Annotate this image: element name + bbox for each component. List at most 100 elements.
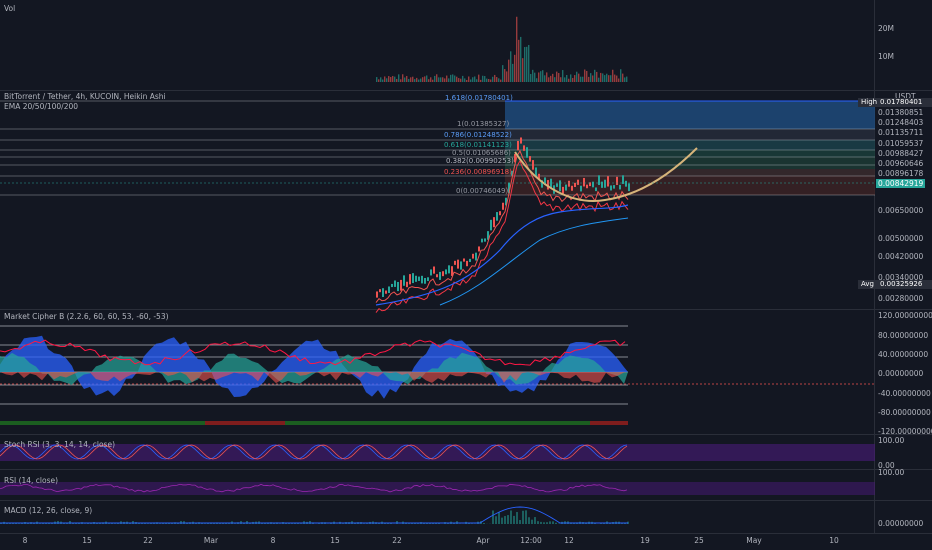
volume-bar (582, 76, 584, 82)
macd-histogram-bar (165, 523, 167, 524)
macd-histogram-bar (432, 523, 434, 524)
macd-histogram-bar (12, 523, 14, 524)
time-axis-tick: 22 (392, 536, 402, 545)
macd-histogram-bar (285, 522, 287, 524)
macd-histogram-bar (297, 523, 299, 524)
fib-level-label: 0.5(0.01065686) (452, 149, 511, 157)
volume-bar (442, 77, 444, 82)
volume-bar (434, 75, 436, 82)
volume-bar (580, 76, 582, 82)
time-axis-tick: 8 (270, 536, 276, 545)
macd-histogram-bar (246, 521, 248, 524)
price-candle (616, 176, 618, 185)
mc-bar (205, 421, 285, 425)
price-candle (511, 170, 513, 176)
volume-bar (398, 74, 400, 82)
pane-separator[interactable] (0, 500, 932, 501)
price-candle (400, 279, 402, 291)
mc-axis-label: 120.00000000 (878, 311, 932, 320)
pane-separator[interactable] (0, 434, 932, 435)
volume-bar (424, 76, 426, 82)
fib-zone (505, 140, 875, 150)
time-axis-tick: 8 (22, 536, 28, 545)
time-axis-separator (0, 533, 932, 534)
time-axis-tick: Mar (203, 536, 219, 545)
price-candle (445, 269, 447, 275)
fib-zone (505, 169, 875, 176)
price-candle (379, 289, 381, 293)
symbol-title[interactable]: BitTorrent / Tether, 4h, KUCOIN, Heikin … (4, 92, 166, 101)
price-candle (556, 183, 558, 187)
volume-bar (504, 69, 506, 82)
volume-bar (492, 76, 494, 82)
time-axis-tick: 12:00 (520, 536, 542, 545)
macd-histogram-bar (195, 523, 197, 524)
volume-bar (376, 77, 378, 82)
macd-histogram-bar (453, 522, 455, 524)
volume-bar (560, 77, 562, 82)
price-candle (526, 147, 528, 158)
volume-bar (534, 72, 536, 82)
volume-bar (488, 78, 490, 82)
price-candle (466, 260, 468, 267)
macd-histogram-bar (624, 523, 626, 524)
volume-bar (472, 77, 474, 82)
volume-bar (512, 63, 514, 82)
macd-histogram-bar (447, 523, 449, 524)
price-candle (568, 180, 570, 187)
volume-bar (624, 77, 626, 82)
price-axis-label: 0.00420000 (878, 252, 924, 261)
volume-bar (456, 76, 458, 82)
stoch-rsi-title[interactable]: Stoch RSI (3, 3, 14, 14, close) (4, 440, 115, 449)
volume-bar (568, 78, 570, 82)
volume-axis-label: 20M (878, 24, 895, 33)
volume-bar (474, 76, 476, 82)
macd-histogram-bar (9, 523, 11, 524)
volume-bar (536, 78, 538, 82)
price-candle (550, 178, 552, 189)
volume-bar (498, 78, 500, 82)
price-candle (544, 177, 546, 185)
pane-separator[interactable] (0, 309, 932, 310)
volume-bar (478, 74, 480, 82)
volume-bar (490, 79, 492, 82)
volume-bar (604, 75, 606, 82)
macd-title[interactable]: MACD (12, 26, close, 9) (4, 506, 93, 515)
price-axis-label: 0.00650000 (878, 206, 924, 215)
price-candle (421, 275, 423, 284)
pane-separator[interactable] (0, 90, 932, 91)
price-candle (499, 211, 501, 216)
volume-bar (416, 77, 418, 82)
volume-bar (556, 71, 558, 82)
price-candle (424, 278, 426, 284)
macd-histogram-bar (495, 516, 497, 524)
macd-histogram-bar (483, 523, 485, 524)
ema-indicator-title[interactable]: EMA 20/50/100/200 (4, 102, 79, 111)
rsi-title[interactable]: RSI (14, close) (4, 476, 59, 485)
macd-histogram-bar (549, 521, 551, 524)
macd-histogram-bar (78, 522, 80, 524)
volume-bar (528, 44, 530, 82)
volume-bar (542, 70, 544, 82)
macd-histogram-bar (63, 522, 65, 524)
volume-bar (518, 39, 520, 82)
price-candle (406, 281, 408, 288)
market-cipher-title[interactable]: Market Cipher B (2.2.6, 60, 60, 53, -60,… (4, 312, 169, 321)
volume-bar (570, 74, 572, 82)
volume-bar (608, 75, 610, 82)
price-candle (565, 184, 567, 191)
pane-separator[interactable] (0, 469, 932, 470)
price-candle (577, 179, 579, 185)
price-candle (433, 266, 435, 274)
macd-axis-label: 0.00000000 (878, 519, 924, 528)
volume-bar (494, 74, 496, 82)
price-axis-label: 0.00960646 (878, 159, 924, 168)
macd-histogram-bar (141, 522, 143, 524)
volume-bar (440, 77, 442, 82)
macd-histogram-bar (552, 521, 554, 524)
volume-bar (596, 71, 598, 82)
macd-histogram-bar (468, 523, 470, 524)
high-value: 0.01780401 (880, 98, 923, 106)
price-candle (475, 252, 477, 261)
